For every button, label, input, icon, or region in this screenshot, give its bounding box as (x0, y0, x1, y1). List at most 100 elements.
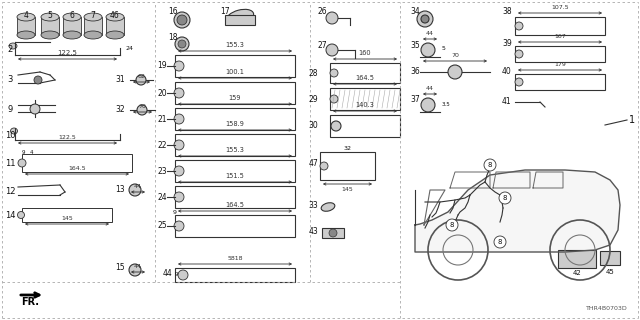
Circle shape (178, 40, 186, 48)
Text: 44: 44 (426, 31, 434, 36)
Bar (63, 17, 81, 35)
Text: 107.5: 107.5 (551, 5, 569, 10)
Ellipse shape (84, 31, 102, 39)
Bar (175, 108, 295, 130)
Circle shape (137, 105, 147, 115)
Text: 31: 31 (115, 76, 125, 84)
Ellipse shape (17, 13, 35, 21)
Text: 151.5: 151.5 (225, 173, 244, 179)
Circle shape (494, 236, 506, 248)
Text: 37: 37 (410, 95, 420, 105)
Text: 5: 5 (47, 11, 52, 20)
Bar (22, 208, 112, 222)
Bar (330, 88, 400, 110)
Text: 122.5: 122.5 (59, 135, 76, 140)
Text: 122.5: 122.5 (58, 50, 77, 56)
Bar (558, 250, 596, 268)
Text: 44: 44 (163, 268, 173, 277)
Text: 19: 19 (157, 61, 167, 70)
Text: 30: 30 (308, 122, 318, 131)
Ellipse shape (174, 221, 184, 231)
Bar (22, 154, 132, 172)
Bar (322, 228, 344, 238)
Text: 24: 24 (157, 193, 167, 202)
Text: 26: 26 (318, 7, 328, 17)
Ellipse shape (321, 203, 335, 211)
Ellipse shape (174, 192, 184, 202)
Text: 70: 70 (139, 104, 147, 109)
Text: 11: 11 (4, 158, 15, 167)
Ellipse shape (174, 114, 184, 124)
Text: 1: 1 (629, 115, 635, 125)
Circle shape (30, 104, 40, 114)
Ellipse shape (63, 31, 81, 39)
Bar (320, 152, 375, 180)
Circle shape (421, 43, 435, 57)
Circle shape (421, 15, 429, 23)
Ellipse shape (330, 69, 338, 77)
Text: 8: 8 (450, 222, 454, 228)
Circle shape (129, 264, 141, 276)
Text: 35: 35 (410, 41, 420, 50)
Ellipse shape (175, 37, 189, 51)
Text: 164.5: 164.5 (225, 202, 244, 208)
Ellipse shape (320, 162, 328, 170)
Circle shape (448, 65, 462, 79)
Polygon shape (415, 170, 620, 252)
Text: 44: 44 (134, 264, 142, 269)
Text: 3: 3 (7, 76, 13, 84)
Text: 13: 13 (115, 186, 125, 195)
Text: 33: 33 (308, 201, 318, 210)
Bar (225, 15, 255, 25)
Bar (106, 17, 124, 35)
Text: 4: 4 (30, 149, 33, 155)
Ellipse shape (18, 159, 26, 167)
Text: 29: 29 (308, 94, 318, 103)
Text: 158.9: 158.9 (225, 121, 244, 127)
Text: 9: 9 (8, 106, 13, 115)
Bar (84, 17, 102, 35)
Text: 38: 38 (502, 7, 511, 17)
Text: 25: 25 (157, 221, 167, 230)
Text: 100.1: 100.1 (225, 69, 244, 75)
Circle shape (136, 75, 146, 85)
Text: 46: 46 (110, 11, 120, 20)
Circle shape (499, 192, 511, 204)
Ellipse shape (174, 140, 184, 150)
Text: 39: 39 (502, 38, 512, 47)
Ellipse shape (84, 13, 102, 21)
Ellipse shape (10, 128, 17, 134)
Text: 2: 2 (8, 45, 13, 54)
Ellipse shape (174, 61, 184, 71)
Text: 3.5: 3.5 (442, 101, 451, 107)
Circle shape (446, 219, 458, 231)
Bar (175, 160, 295, 182)
Bar (600, 251, 620, 265)
Text: 40: 40 (502, 68, 512, 76)
Text: 32: 32 (344, 146, 351, 150)
Text: 14: 14 (4, 211, 15, 220)
Text: 12: 12 (4, 188, 15, 196)
Text: 45: 45 (605, 269, 614, 275)
Text: 70: 70 (451, 53, 459, 58)
Bar (175, 186, 295, 208)
Ellipse shape (178, 270, 188, 280)
Text: 22: 22 (157, 140, 167, 149)
Text: 179: 179 (554, 62, 566, 67)
Bar (515, 74, 605, 90)
Text: 5818: 5818 (227, 256, 243, 261)
Text: 18: 18 (168, 33, 177, 42)
Bar (17, 17, 35, 35)
Bar (41, 17, 59, 35)
Ellipse shape (417, 11, 433, 27)
Circle shape (34, 76, 42, 84)
Text: 27: 27 (318, 41, 328, 50)
Bar (330, 115, 400, 137)
Text: 36: 36 (410, 68, 420, 76)
Ellipse shape (515, 78, 523, 86)
Circle shape (484, 159, 496, 171)
Text: 145: 145 (61, 216, 73, 221)
Text: 15: 15 (115, 263, 125, 273)
Text: 47: 47 (308, 158, 318, 167)
Text: THR4B0703D: THR4B0703D (586, 306, 628, 310)
